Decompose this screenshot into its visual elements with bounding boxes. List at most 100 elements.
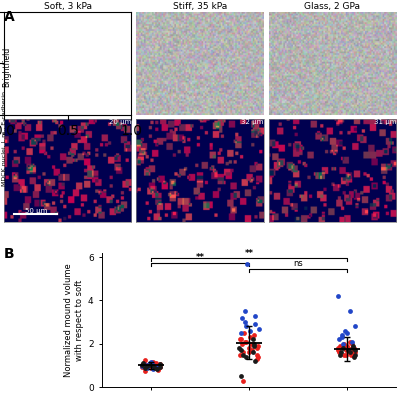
Point [252,358,258,364]
Point [150,362,156,369]
Point [346,339,353,345]
Point [243,354,250,360]
Point [145,361,152,367]
Point [251,332,258,338]
Point [144,363,150,369]
Point [139,363,145,369]
Point [238,340,245,347]
Point [141,362,148,369]
Point [340,340,347,347]
Point [238,330,244,336]
Point [237,336,243,342]
Point [252,312,259,319]
Point [339,334,345,340]
Point [346,308,353,314]
Point [348,352,354,358]
Text: B: B [4,247,15,261]
Point [241,308,248,314]
Point [244,260,250,267]
Point [352,323,358,329]
Point [150,366,156,372]
Text: 20 μm: 20 μm [109,119,131,125]
Point [336,336,342,342]
Point [147,360,153,366]
Point [336,343,343,349]
Point [344,347,350,354]
Text: ns: ns [293,260,303,268]
Point [350,343,356,349]
Point [242,319,248,325]
Text: **: ** [196,253,204,262]
Point [348,345,355,351]
Point [338,349,344,356]
Point [237,352,243,358]
Point [157,361,163,367]
Point [139,362,146,368]
Point [335,347,342,354]
Point [350,345,356,351]
Point [141,361,147,367]
Point [349,339,355,345]
Point [352,352,358,358]
Point [254,354,261,360]
Point [142,357,148,363]
Point [141,365,148,371]
Point [153,364,160,371]
Point [240,349,246,356]
Point [254,352,260,358]
Point [242,339,249,345]
Point [157,364,163,371]
Point [344,343,351,349]
Point [255,325,262,332]
Point [240,378,246,384]
Point [236,345,242,351]
Point [157,361,164,367]
Point [346,349,353,356]
Point [238,373,245,380]
Point [142,363,148,369]
Point [156,364,163,371]
Point [144,365,150,371]
Text: **: ** [244,248,254,258]
Point [145,362,152,368]
Point [352,347,359,354]
Point [146,361,153,367]
Point [246,345,252,351]
Point [336,349,342,356]
Point [334,345,341,351]
Title: Glass, 2 GPa: Glass, 2 GPa [304,2,360,11]
Point [343,347,350,354]
Point [142,369,148,375]
Point [152,365,158,371]
Point [152,361,158,368]
Point [340,343,346,349]
Text: 31 μm: 31 μm [374,119,396,125]
Title: Stiff, 35 kPa: Stiff, 35 kPa [173,2,227,11]
Point [150,363,156,369]
Point [155,366,161,372]
Y-axis label: Normalized mound volume
with respect to soft: Normalized mound volume with respect to … [64,263,84,377]
Point [342,327,348,334]
Point [254,345,260,351]
Point [144,363,150,369]
Point [247,327,253,334]
Point [250,349,256,356]
Point [338,332,345,338]
Point [255,343,262,349]
Text: MDCK nuclei, L.m., E-cadherin: MDCK nuclei, L.m., E-cadherin [2,91,7,186]
Point [344,347,351,354]
Text: 50 μm: 50 μm [25,100,47,107]
Point [243,323,249,329]
Point [247,334,253,340]
Point [335,293,341,299]
Point [238,336,244,342]
Point [351,354,358,360]
Point [141,360,148,366]
Point [340,345,346,351]
Text: 32 μm: 32 μm [241,119,264,125]
Point [351,345,357,351]
Point [241,330,248,336]
Point [337,352,344,358]
Point [148,365,155,371]
Point [150,358,156,365]
